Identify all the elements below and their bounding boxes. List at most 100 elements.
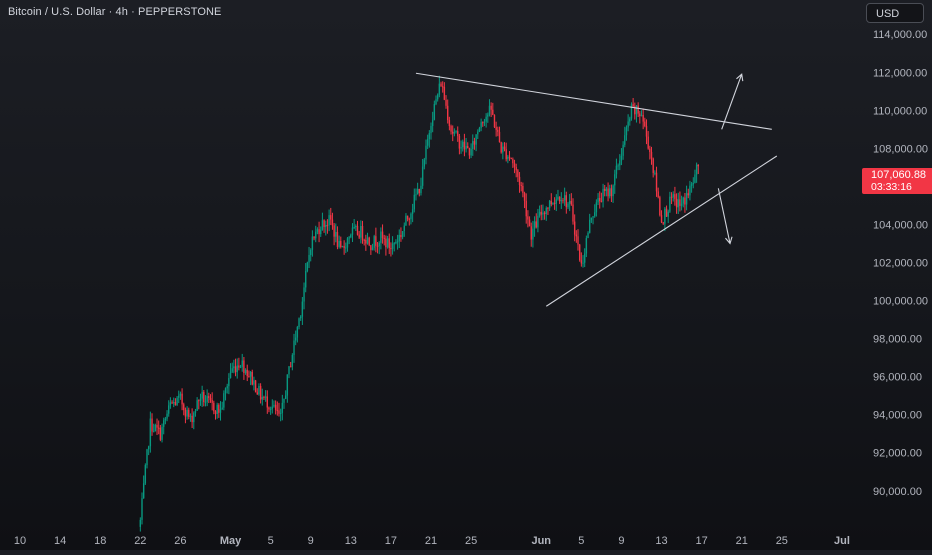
candle-body <box>634 106 636 115</box>
breakout-up-arrow[interactable] <box>721 73 744 130</box>
candle-body <box>198 400 200 402</box>
candle-body <box>662 222 664 224</box>
candle-body <box>458 135 461 149</box>
candle-body <box>331 219 334 226</box>
candle-body <box>436 94 439 100</box>
candle-body <box>249 371 252 377</box>
candle-body <box>689 185 691 196</box>
candle-body <box>624 135 626 145</box>
candle-body <box>301 301 304 317</box>
candle-body <box>527 216 529 220</box>
candle-body <box>482 122 484 124</box>
time-axis-label: 14 <box>54 535 66 547</box>
candle-body <box>550 200 552 205</box>
candle-body <box>535 221 537 228</box>
candle-body <box>378 242 380 247</box>
candle-body <box>568 200 571 204</box>
candle-body <box>518 176 521 185</box>
candle-body <box>142 483 145 499</box>
candle-body <box>169 402 172 406</box>
candle-body <box>523 192 526 201</box>
candle-body <box>188 409 190 417</box>
candle-body <box>426 139 429 146</box>
candle-body <box>152 431 155 433</box>
price-axis-label: 102,000.00 <box>873 258 928 270</box>
candle-body <box>308 254 310 263</box>
candle-body <box>677 199 679 208</box>
candle-body <box>306 262 309 272</box>
candle-body <box>141 498 143 520</box>
candle-body <box>184 410 187 417</box>
candle-body <box>555 199 557 204</box>
candle-body <box>627 121 629 128</box>
candle-body <box>320 229 322 235</box>
candle-body <box>587 232 589 239</box>
candle-body <box>341 246 344 248</box>
candle-body <box>532 228 534 240</box>
time-axis-label: 21 <box>736 535 748 547</box>
price-axis-label: 96,000.00 <box>873 372 922 384</box>
candle-body <box>391 243 394 249</box>
candle-body <box>485 116 487 122</box>
candle-body <box>508 156 511 158</box>
candle-body <box>336 231 339 247</box>
candle-body <box>625 127 628 136</box>
candle-body <box>291 354 294 367</box>
candle-body <box>163 420 165 427</box>
candle-body <box>293 340 295 355</box>
candle-body <box>447 105 449 121</box>
candle-body <box>204 401 207 403</box>
candle-body <box>649 148 651 152</box>
candle-body <box>355 225 357 228</box>
candle-body <box>610 188 613 197</box>
candle-body <box>239 366 242 368</box>
candle-body <box>685 193 688 205</box>
time-axis-label: 25 <box>776 535 788 547</box>
candle-body <box>590 217 593 220</box>
candle-body <box>630 104 633 119</box>
currency-button[interactable]: USD <box>866 3 924 23</box>
candle-body <box>164 418 167 421</box>
candle-body <box>356 225 359 235</box>
candle-body <box>179 393 182 396</box>
candle-body <box>675 198 678 208</box>
support-trendline[interactable] <box>545 155 778 307</box>
candle-body <box>433 104 436 120</box>
candle-body <box>311 236 314 250</box>
candle-body <box>557 196 559 200</box>
candle-body <box>570 200 573 205</box>
candle-body <box>694 174 696 183</box>
candle-body <box>493 114 496 128</box>
resistance-trendline[interactable] <box>415 72 772 130</box>
candle-body <box>647 136 649 149</box>
time-axis-label: 9 <box>308 535 314 547</box>
price-axis-label: 104,000.00 <box>873 219 928 231</box>
candle-body <box>457 131 459 136</box>
breakdown-arrow[interactable] <box>717 188 733 245</box>
candle-body <box>408 218 410 220</box>
candle-body <box>289 366 292 368</box>
candle-body <box>672 194 674 198</box>
candle-body <box>697 164 699 167</box>
candle-body <box>599 197 601 201</box>
candle-body <box>495 127 497 130</box>
candle-body <box>477 131 479 135</box>
candle-body <box>552 202 554 205</box>
candle-body <box>665 208 668 217</box>
candle-body <box>682 197 684 204</box>
candle-body <box>218 404 220 413</box>
candle-body <box>398 234 400 242</box>
candle-body <box>221 407 223 409</box>
candle-body <box>537 215 539 228</box>
candle-body <box>660 215 663 223</box>
candle-body <box>655 172 658 192</box>
time-axis-label: 22 <box>134 535 146 547</box>
candle-body <box>416 188 419 195</box>
candle-body <box>368 237 370 246</box>
candle-body <box>542 212 544 215</box>
candle-body <box>615 165 618 175</box>
candle-body <box>553 202 556 204</box>
candle-body <box>296 327 299 338</box>
